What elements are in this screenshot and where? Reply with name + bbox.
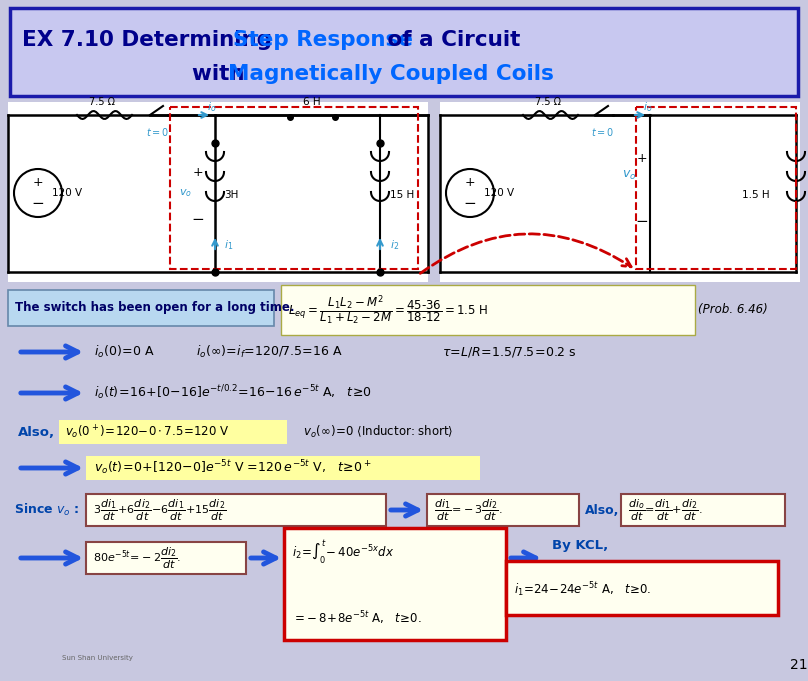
Text: $t=0$: $t=0$ xyxy=(146,126,170,138)
Circle shape xyxy=(446,169,494,217)
Text: $i_o(t)\!=\!16\!+\!\left[0\!-\!16\right]e^{-t/0.2}\!=\!16\!-\!16\,e^{-5t}$ A,   : $i_o(t)\!=\!16\!+\!\left[0\!-\!16\right]… xyxy=(94,383,372,402)
Text: −: − xyxy=(32,197,44,212)
Text: $80e^{-5t}\!=\!-2\dfrac{di_2}{dt}$.: $80e^{-5t}\!=\!-2\dfrac{di_2}{dt}$. xyxy=(93,545,181,571)
FancyBboxPatch shape xyxy=(86,494,386,526)
FancyBboxPatch shape xyxy=(427,494,579,526)
FancyBboxPatch shape xyxy=(86,456,480,480)
FancyBboxPatch shape xyxy=(59,420,287,444)
Text: $v_o$: $v_o$ xyxy=(621,168,636,182)
Text: of a Circuit: of a Circuit xyxy=(380,30,520,50)
Text: +: + xyxy=(637,151,647,165)
FancyBboxPatch shape xyxy=(506,561,778,615)
Text: $=\!-8\!+\!8e^{-5t}$ A,   $t\!\geq\!0.$: $=\!-8\!+\!8e^{-5t}$ A, $t\!\geq\!0.$ xyxy=(292,609,422,627)
Text: $v_o(t)\!=\!0\!+\!\left[120\!-\!0\right]e^{-5t}$ V $\!=\!120\,e^{-5t}$ V,   $t\!: $v_o(t)\!=\!0\!+\!\left[120\!-\!0\right]… xyxy=(94,458,372,477)
Text: 6 H: 6 H xyxy=(303,97,321,107)
Text: $i_2\!=\!\int_0^t\!-40e^{-5x}dx$: $i_2\!=\!\int_0^t\!-40e^{-5x}dx$ xyxy=(292,538,394,566)
Text: 21: 21 xyxy=(790,658,808,672)
Text: Since $v_o$ :: Since $v_o$ : xyxy=(14,502,79,518)
Text: $i_1$: $i_1$ xyxy=(224,238,234,252)
Bar xyxy=(636,107,796,269)
Text: Magnetically Coupled Coils: Magnetically Coupled Coils xyxy=(228,64,553,84)
Text: Sun Shan University: Sun Shan University xyxy=(62,655,133,661)
FancyArrowPatch shape xyxy=(420,234,631,273)
Text: 15 H: 15 H xyxy=(390,190,415,200)
Text: $3\dfrac{di_1}{dt}\!+\!6\dfrac{di_2}{dt}\!-\!6\dfrac{di_1}{dt}\!+\!15\dfrac{di_2: $3\dfrac{di_1}{dt}\!+\!6\dfrac{di_2}{dt}… xyxy=(93,497,226,522)
Text: Step Response: Step Response xyxy=(233,30,413,50)
FancyBboxPatch shape xyxy=(281,285,695,335)
Text: $i_o(\infty)\!=\!i_f\!=\!120/7.5\!=\!16$ A: $i_o(\infty)\!=\!i_f\!=\!120/7.5\!=\!16$… xyxy=(196,344,343,360)
Text: +: + xyxy=(192,166,204,180)
Text: $v_o(0^+)\!=\!120\!-\!0\cdot7.5\!=\!120$ V: $v_o(0^+)\!=\!120\!-\!0\cdot7.5\!=\!120$… xyxy=(65,424,229,441)
Text: By KCL,: By KCL, xyxy=(552,539,608,552)
Text: $v_o(\infty)\!=\!0$ $\langle$Inductor: short$\rangle$: $v_o(\infty)\!=\!0$ $\langle$Inductor: s… xyxy=(296,424,453,440)
Text: $i_o(0)\!=\!0$ A: $i_o(0)\!=\!0$ A xyxy=(94,344,154,360)
FancyBboxPatch shape xyxy=(8,290,274,326)
Bar xyxy=(170,107,418,269)
Text: (Prob. 6.46): (Prob. 6.46) xyxy=(698,304,768,317)
Text: with: with xyxy=(192,64,252,84)
Text: $\dfrac{di_1}{dt}\!=\!-3\dfrac{di_2}{dt}$.: $\dfrac{di_1}{dt}\!=\!-3\dfrac{di_2}{dt}… xyxy=(434,497,503,522)
FancyBboxPatch shape xyxy=(10,8,798,96)
Bar xyxy=(8,102,428,282)
Text: 3H: 3H xyxy=(224,190,238,200)
Text: The switch has been open for a long time.: The switch has been open for a long time… xyxy=(15,302,294,315)
Text: $i_o$: $i_o$ xyxy=(643,100,653,114)
Text: $\dfrac{di_o}{dt}\!=\!\dfrac{di_1}{dt}\!+\!\dfrac{di_2}{dt}$.: $\dfrac{di_o}{dt}\!=\!\dfrac{di_1}{dt}\!… xyxy=(628,497,703,522)
Text: $i_o$: $i_o$ xyxy=(208,100,217,114)
Text: 120 V: 120 V xyxy=(484,188,514,198)
FancyBboxPatch shape xyxy=(86,542,246,574)
Text: $i_2$: $i_2$ xyxy=(390,238,399,252)
Text: −: − xyxy=(191,212,204,227)
Text: $v_o$: $v_o$ xyxy=(179,187,192,199)
FancyBboxPatch shape xyxy=(621,494,785,526)
Text: −: − xyxy=(464,197,477,212)
Text: 7.5 Ω: 7.5 Ω xyxy=(535,97,561,107)
Text: −: − xyxy=(636,215,648,229)
Text: +: + xyxy=(465,176,475,189)
Text: $L_{eq} = \dfrac{L_1 L_2 - M^2}{L_1 + L_2 - 2M} = \dfrac{45\text{-}36}{18\text{-: $L_{eq} = \dfrac{L_1 L_2 - M^2}{L_1 + L_… xyxy=(288,294,488,327)
FancyBboxPatch shape xyxy=(284,528,506,640)
Text: Also,: Also, xyxy=(18,426,55,439)
Text: EX 7.10 Determining: EX 7.10 Determining xyxy=(22,30,280,50)
Text: 1.5 H: 1.5 H xyxy=(743,190,770,200)
Text: 120 V: 120 V xyxy=(52,188,82,198)
Text: $t=0$: $t=0$ xyxy=(591,126,615,138)
Text: Also,: Also, xyxy=(585,503,620,516)
Text: 7.5 Ω: 7.5 Ω xyxy=(89,97,115,107)
Circle shape xyxy=(14,169,62,217)
Bar xyxy=(440,102,800,282)
Text: $\tau\!=\!L/R\!=\!1.5/7.5\!=\!0.2$ s: $\tau\!=\!L/R\!=\!1.5/7.5\!=\!0.2$ s xyxy=(442,345,576,359)
Text: $i_1\!=\!24\!-\!24e^{-5t}$ A,   $t\!\geq\!0.$: $i_1\!=\!24\!-\!24e^{-5t}$ A, $t\!\geq\!… xyxy=(514,581,651,599)
Text: +: + xyxy=(32,176,44,189)
